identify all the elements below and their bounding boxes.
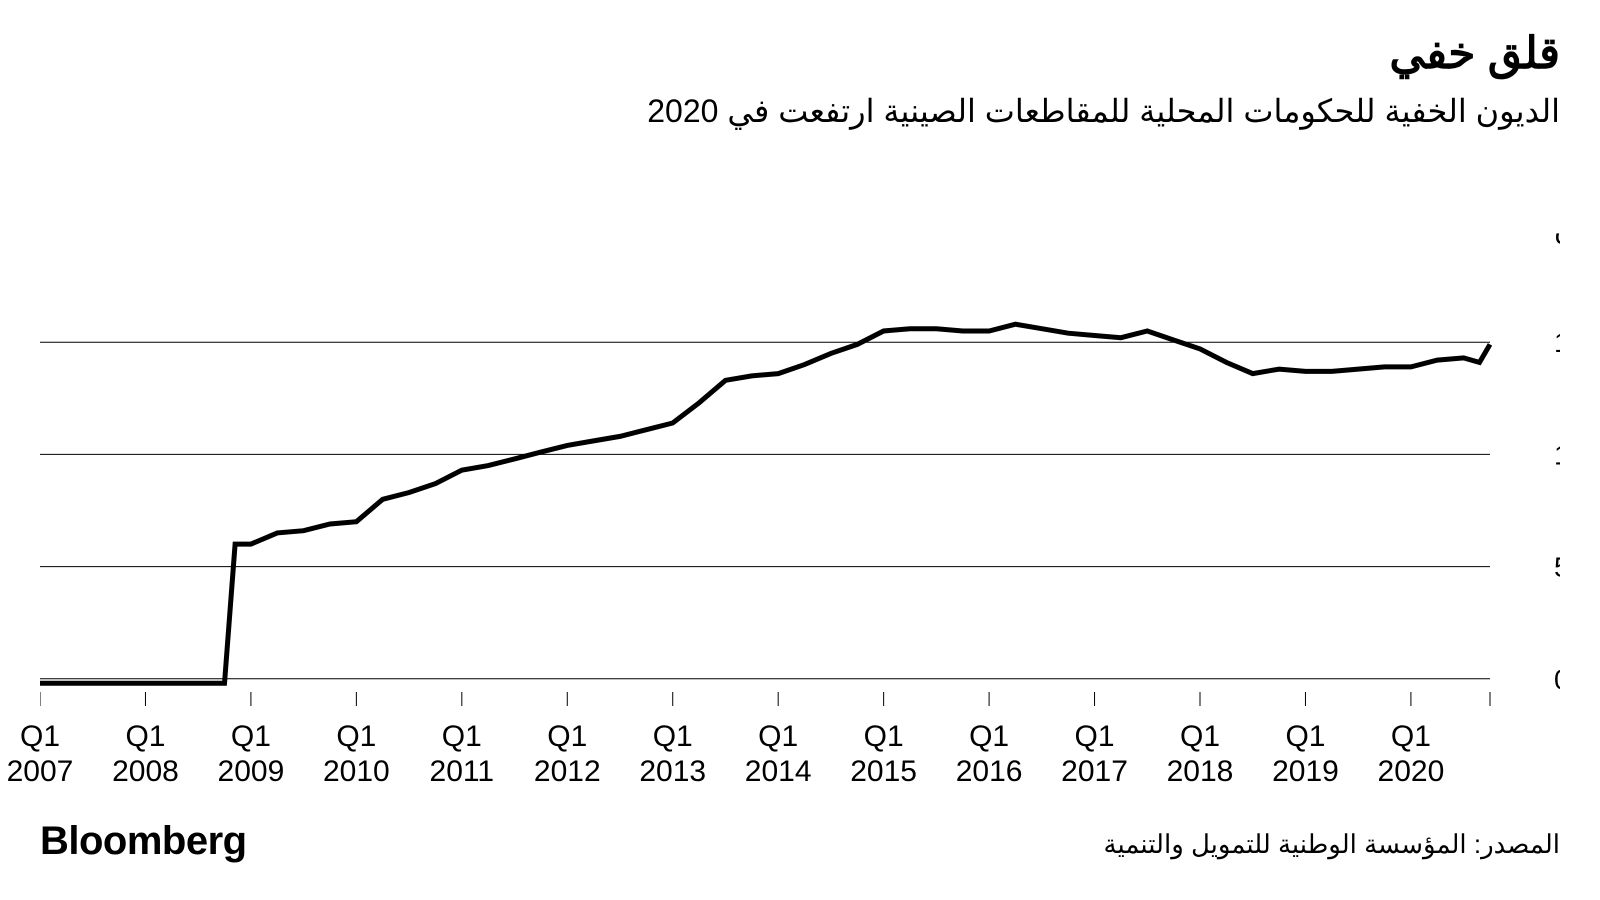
x-tick-year: 2020	[1378, 755, 1445, 788]
x-tick-label: Q12007	[7, 720, 74, 789]
x-tick-quarter: Q1	[442, 720, 482, 753]
x-tick-quarter: Q1	[547, 720, 587, 753]
x-tick-year: 2009	[218, 755, 285, 788]
data-series-line	[40, 324, 1490, 683]
x-tick-year: 2018	[1167, 755, 1234, 788]
x-tick-quarter: Q1	[336, 720, 376, 753]
x-tick-label: Q12016	[956, 720, 1023, 789]
x-tick-quarter: Q1	[1391, 720, 1431, 753]
x-tick-label: Q12020	[1378, 720, 1445, 789]
x-tick-label: Q12017	[1061, 720, 1128, 789]
x-tick-quarter: Q1	[969, 720, 1009, 753]
y-tick-label: 10	[1554, 439, 1560, 470]
x-tick-quarter: Q1	[864, 720, 904, 753]
x-tick-quarter: Q1	[653, 720, 693, 753]
chart-subtitle: الديون الخفية للحكومات المحلية للمقاطعات…	[647, 92, 1560, 130]
line-chart: 0 5 10 15 20 تريليون يوان	[40, 170, 1560, 730]
x-tick-label: Q12014	[745, 720, 812, 789]
x-tick-label: Q12019	[1272, 720, 1339, 789]
y-tick-label: 0	[1554, 664, 1560, 695]
x-tick-quarter: Q1	[125, 720, 165, 753]
x-tick-year: 2016	[956, 755, 1023, 788]
y-tick-label: 15	[1554, 327, 1560, 358]
x-tick-label: Q12010	[323, 720, 390, 789]
x-tick-label: Q12012	[534, 720, 601, 789]
x-tick-year: 2008	[112, 755, 179, 788]
x-tick-year: 2017	[1061, 755, 1128, 788]
y-tick-label: 5	[1554, 552, 1560, 583]
x-axis-labels: Q12007Q12008Q12009Q12010Q12011Q12012Q120…	[40, 720, 1560, 810]
x-tick-label: Q12015	[850, 720, 917, 789]
y-axis-unit-label: 20 تريليون يوان	[1554, 215, 1560, 247]
x-tick-quarter: Q1	[20, 720, 60, 753]
source-attribution: المصدر: المؤسسة الوطنية للتمويل والتنمية	[1104, 829, 1560, 860]
x-tick-year: 2013	[639, 755, 706, 788]
x-tick-quarter: Q1	[1285, 720, 1325, 753]
brand-logo: Bloomberg	[40, 819, 247, 864]
x-tick-year: 2019	[1272, 755, 1339, 788]
x-tick-year: 2012	[534, 755, 601, 788]
x-tick-year: 2015	[850, 755, 917, 788]
x-tick-quarter: Q1	[1075, 720, 1115, 753]
x-tick-year: 2007	[7, 755, 74, 788]
x-tick-label: Q12013	[639, 720, 706, 789]
x-tick-year: 2011	[430, 755, 495, 788]
x-tick-quarter: Q1	[231, 720, 271, 753]
x-tick-label: Q12009	[218, 720, 285, 789]
x-tick-quarter: Q1	[758, 720, 798, 753]
x-tick-label: Q12011	[430, 720, 495, 789]
chart-title: قلق خفي	[1389, 28, 1560, 79]
x-tick-year: 2010	[323, 755, 390, 788]
x-tick-label: Q12018	[1167, 720, 1234, 789]
x-tick-quarter: Q1	[1180, 720, 1220, 753]
x-tick-label: Q12008	[112, 720, 179, 789]
x-tick-year: 2014	[745, 755, 812, 788]
